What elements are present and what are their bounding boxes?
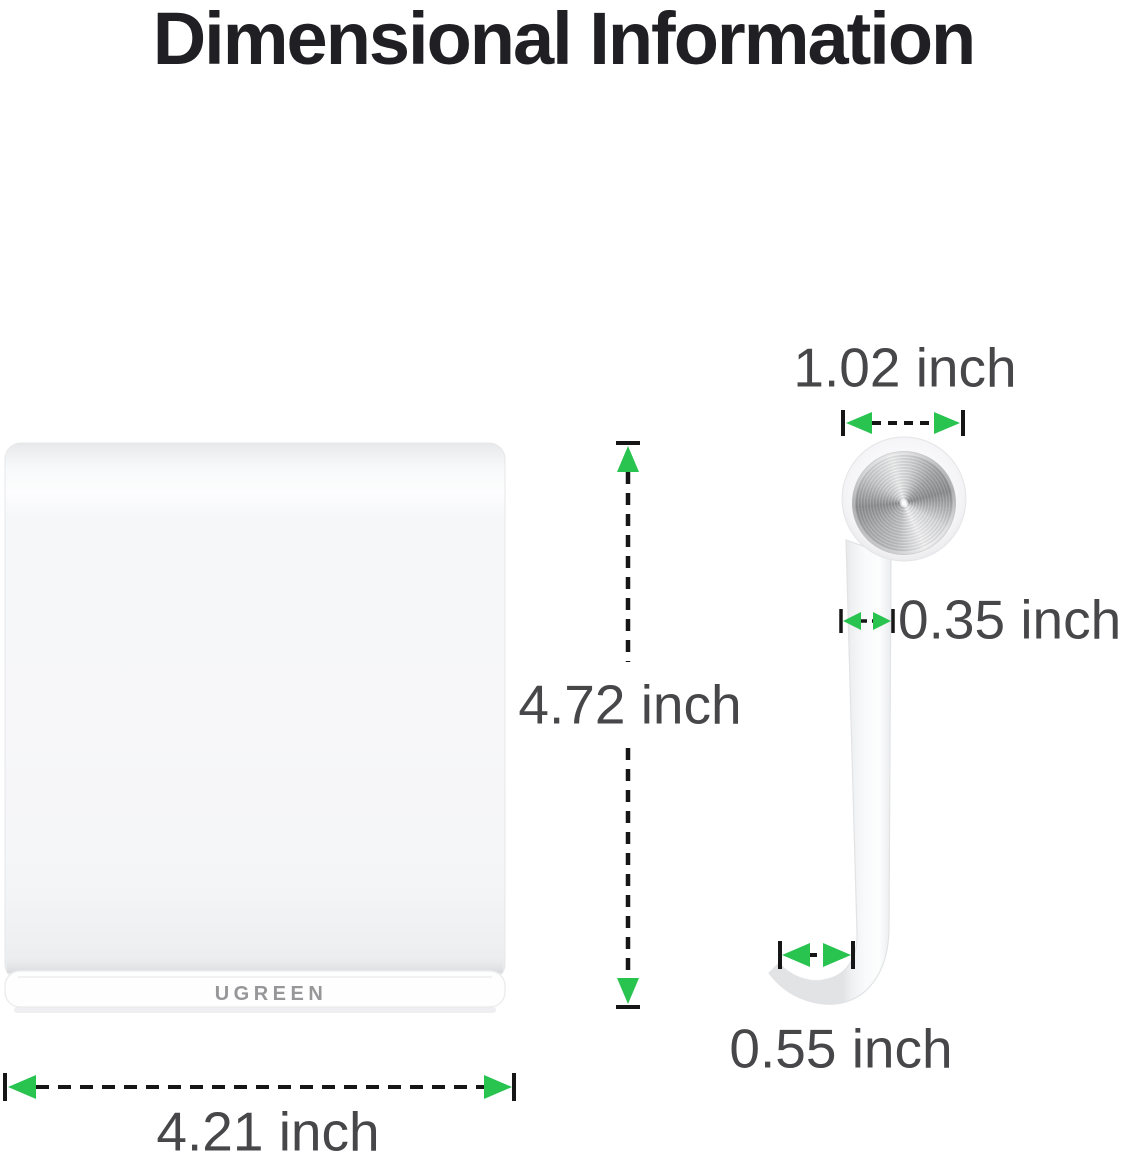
height-dimension-line	[616, 441, 640, 1009]
arrowhead-right-icon	[823, 943, 851, 967]
page-title: Dimensional Information	[152, 0, 977, 80]
stand-side-arm-hook	[768, 539, 892, 1005]
arrowhead-right-icon	[934, 412, 960, 434]
stand-front-panel	[4, 442, 506, 981]
arrowhead-left-icon	[846, 412, 872, 434]
stand-width-label: 4.21 inch	[156, 1100, 380, 1156]
hinge-width-label: 1.02 inch	[793, 336, 1017, 399]
stand-front-crease	[7, 953, 503, 973]
stand-front-view: UGREEN	[4, 442, 506, 1013]
hook-highlight	[778, 959, 824, 981]
arrowhead-right-icon	[484, 1075, 512, 1099]
arrowhead-up-icon	[617, 446, 639, 472]
stand-base-shadow	[14, 1007, 496, 1013]
arrowhead-right-icon	[873, 612, 891, 630]
width-dimension-line	[3, 1073, 516, 1101]
hinge-dimension-line	[841, 410, 965, 436]
arm-thickness-dimension-line	[839, 609, 895, 633]
arm-thickness-label: 0.35 inch	[898, 588, 1122, 651]
arrowhead-down-icon	[617, 978, 639, 1004]
hinge-metal-disc	[852, 451, 956, 555]
arrowhead-left-icon	[782, 943, 810, 967]
arrowhead-left-icon	[8, 1075, 36, 1099]
base-depth-label: 0.55 inch	[729, 1017, 953, 1080]
brand-logo-text: UGREEN	[215, 983, 328, 1005]
stand-height-label: 4.72 inch	[518, 673, 742, 736]
arrowhead-left-icon	[843, 612, 861, 630]
base-depth-dimension-line	[778, 941, 855, 969]
